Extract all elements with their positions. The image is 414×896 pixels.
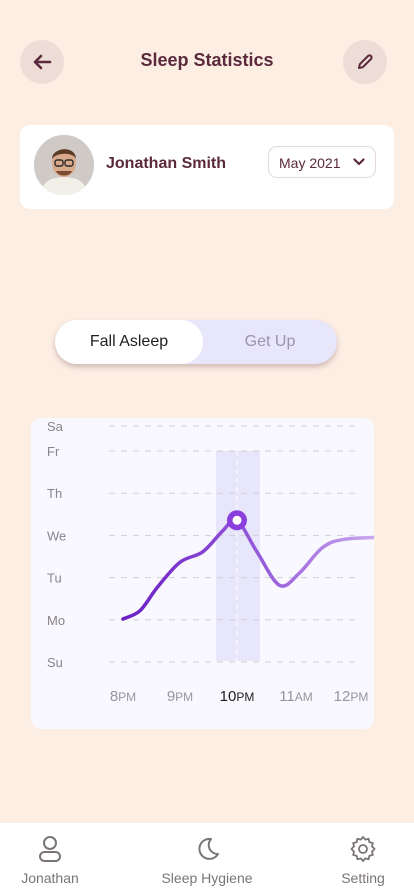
data-point-marker-center — [232, 515, 242, 525]
nav-item-setting[interactable]: Setting — [303, 823, 414, 896]
chart-svg: Sa Fr Th We Tu Mo Su 8PM 9PM 10PM 11AM 12PM — [47, 419, 374, 705]
bottom-nav: Jonathan Sleep Hygiene Setting — [0, 823, 414, 896]
user-name: Jonathan Smith — [106, 155, 227, 172]
y-tick-label: Fr — [47, 444, 60, 459]
x-tick-label: 11AM — [279, 688, 313, 705]
edit-button[interactable] — [343, 40, 387, 84]
profile-card: Jonathan Smith May 2021 — [20, 125, 394, 209]
nav-label-setting: Setting — [341, 870, 385, 886]
chevron-down-icon — [353, 158, 365, 166]
avatar-portrait — [34, 135, 94, 195]
back-button[interactable] — [20, 40, 64, 84]
x-tick-label: 12PM — [334, 688, 369, 705]
x-tick-label: 8PM — [110, 688, 136, 705]
moon-icon — [198, 837, 219, 860]
x-tick-label: 10PM — [220, 688, 255, 705]
month-select[interactable]: May 2021 — [268, 146, 376, 178]
sleep-toggle: Fall Asleep Get Up — [55, 320, 337, 364]
tab-get-up[interactable]: Get Up — [244, 333, 296, 350]
x-tick-label: 9PM — [167, 688, 193, 705]
pencil-icon — [358, 54, 373, 69]
y-tick-label: We — [47, 528, 66, 543]
y-tick-label: Su — [47, 655, 63, 670]
y-tick-label: Tu — [47, 571, 62, 586]
page-title: Sleep Statistics — [140, 50, 274, 70]
y-tick-label: Th — [47, 486, 62, 501]
tab-fall-asleep[interactable]: Fall Asleep — [55, 320, 203, 364]
nav-label-jonathan: Jonathan — [21, 870, 79, 886]
gear-icon — [350, 836, 376, 862]
avatar — [34, 135, 94, 195]
highlight-column — [216, 451, 260, 661]
arrow-left-icon — [33, 54, 52, 70]
sleep-chart: Sa Fr Th We Tu Mo Su 8PM 9PM 10PM 11AM 12PM — [31, 418, 374, 729]
user-icon — [39, 836, 61, 862]
nav-item-sleep-hygiene[interactable]: Sleep Hygiene — [147, 823, 267, 896]
y-tick-label: Mo — [47, 613, 65, 628]
month-value: May 2021 — [279, 155, 341, 171]
y-tick-label: Sa — [47, 419, 64, 434]
nav-item-jonathan[interactable]: Jonathan — [0, 823, 110, 896]
nav-label-sleep-hygiene: Sleep Hygiene — [161, 870, 253, 886]
